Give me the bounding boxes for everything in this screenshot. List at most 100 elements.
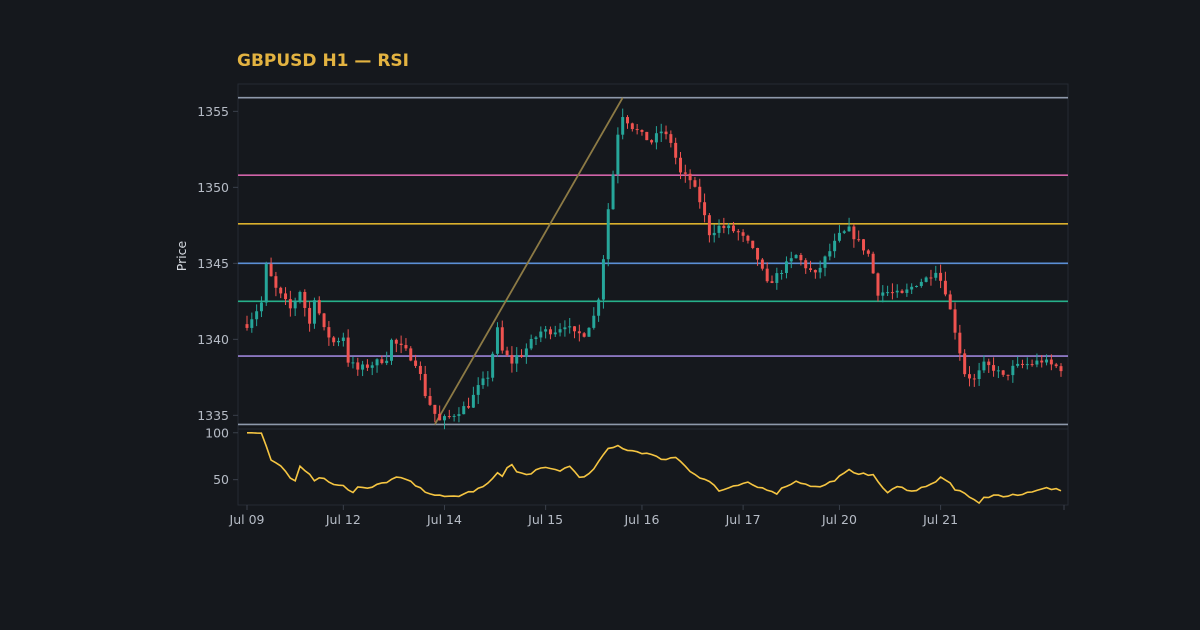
time-tick-label: Jul 17 xyxy=(725,512,761,527)
rsi-tick-label: 100 xyxy=(205,425,229,440)
candle xyxy=(876,272,880,302)
candle-body xyxy=(987,361,991,366)
rsi-line xyxy=(247,432,1062,505)
candle xyxy=(524,343,528,364)
candle-body xyxy=(442,416,446,421)
candle xyxy=(467,397,471,409)
candle-body xyxy=(529,338,533,349)
candle-body xyxy=(293,300,297,309)
candle-body xyxy=(751,240,755,248)
candle-body xyxy=(953,309,957,333)
candle xyxy=(409,346,413,362)
candle-body xyxy=(495,327,499,354)
candle xyxy=(1016,356,1020,368)
candle xyxy=(698,178,702,209)
candle-body xyxy=(587,327,591,337)
candle-body xyxy=(823,256,827,268)
candle xyxy=(548,326,552,340)
candle-body xyxy=(977,370,981,380)
price-tick-label: 1355 xyxy=(197,104,229,119)
candle xyxy=(881,285,885,303)
candle xyxy=(597,297,601,322)
candle-body xyxy=(312,300,316,324)
candle-body xyxy=(544,329,548,332)
candle xyxy=(650,139,654,145)
rsi-tick-label: 50 xyxy=(213,472,229,487)
candle xyxy=(428,387,432,406)
candle-body xyxy=(842,231,846,233)
candle xyxy=(361,360,365,377)
candle xyxy=(423,365,427,399)
candle xyxy=(943,271,947,297)
candlestick-series xyxy=(245,108,1063,430)
candle-body xyxy=(847,226,851,232)
candle xyxy=(505,346,509,357)
candle-body xyxy=(399,343,403,346)
candle xyxy=(731,221,735,233)
candle-body xyxy=(910,286,914,290)
candle xyxy=(780,269,784,280)
candle xyxy=(635,123,639,135)
candle-body xyxy=(327,327,331,338)
price-axis: 1335 1340 1345 1350 1355 xyxy=(197,104,238,423)
candle-body xyxy=(1006,374,1010,376)
candle-body xyxy=(794,254,798,259)
candle-body xyxy=(462,406,466,415)
candle-body xyxy=(361,364,365,370)
candle-body xyxy=(370,365,374,368)
candle xyxy=(476,377,480,404)
candle xyxy=(414,354,418,369)
candle xyxy=(760,257,764,271)
candle xyxy=(322,312,326,331)
price-tick-label: 1335 xyxy=(197,408,229,423)
candle-body xyxy=(876,273,880,296)
candle-body xyxy=(804,260,808,269)
candle-body xyxy=(457,414,461,416)
candle xyxy=(717,219,721,238)
candle xyxy=(958,324,962,361)
candle xyxy=(645,131,649,141)
candle xyxy=(558,323,562,337)
candle-body xyxy=(616,134,620,175)
rsi-panel xyxy=(237,428,1069,506)
candle-body xyxy=(736,231,740,233)
candle-body xyxy=(568,326,572,328)
candle xyxy=(250,312,254,333)
candle-body xyxy=(799,254,803,261)
candle xyxy=(862,238,866,255)
candle xyxy=(664,125,668,140)
candle-body xyxy=(905,289,909,293)
candle-body xyxy=(770,281,774,283)
candle xyxy=(857,230,861,242)
candle-body xyxy=(447,416,451,418)
candle xyxy=(587,327,591,337)
candle xyxy=(1040,354,1044,368)
candle xyxy=(462,401,466,415)
candle-body xyxy=(563,327,567,330)
candle xyxy=(284,287,288,306)
candle xyxy=(818,260,822,279)
candle-body xyxy=(967,374,971,379)
candle-body xyxy=(279,287,283,294)
candle-body xyxy=(351,362,355,364)
candle-body xyxy=(645,131,649,141)
candle-body xyxy=(322,313,326,328)
horizontal-levels xyxy=(238,96,1068,426)
candle xyxy=(1001,369,1005,377)
candle xyxy=(433,404,437,423)
candle xyxy=(678,151,682,180)
candle-body xyxy=(597,299,601,316)
time-tick-label: Jul 21 xyxy=(922,512,958,527)
candle-body xyxy=(1045,359,1049,363)
candle xyxy=(948,290,952,310)
candle xyxy=(1006,374,1010,381)
candle-body xyxy=(452,415,456,417)
candle xyxy=(871,251,875,274)
candle xyxy=(1035,353,1039,368)
candle xyxy=(447,409,451,419)
candle-body xyxy=(982,361,986,371)
candle xyxy=(259,296,263,318)
candle-body xyxy=(288,299,292,309)
candle xyxy=(992,357,996,377)
candle-body xyxy=(491,353,495,378)
